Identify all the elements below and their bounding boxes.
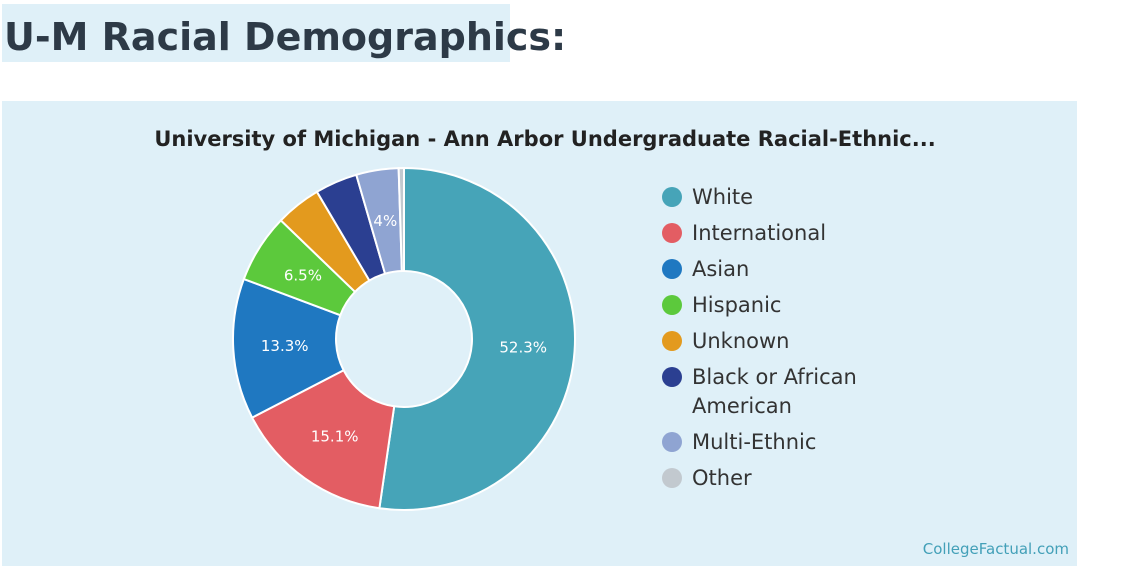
legend-label: White: [692, 185, 754, 209]
donut-chart: 52.3% 15.1% 13.3% 6.5% 4%: [232, 166, 576, 511]
legend-item-other[interactable]: Other: [660, 464, 920, 493]
legend-item-white[interactable]: White: [660, 183, 920, 212]
chart-panel: University of Michigan - Ann Arbor Under…: [2, 101, 1077, 566]
slice-international[interactable]: [250, 368, 396, 510]
slice-asian[interactable]: [232, 277, 345, 419]
legend-item-asian[interactable]: Asian: [660, 255, 920, 284]
legend-swatch: [662, 187, 682, 207]
source-credit[interactable]: CollegeFactual.com: [922, 540, 1069, 558]
slice-label-international: 15.1%: [311, 427, 359, 445]
legend-label: Asian: [692, 257, 750, 281]
legend-item-hispanic[interactable]: Hispanic: [660, 291, 920, 320]
slice-other[interactable]: [397, 166, 405, 273]
legend-label: Black or African American: [692, 365, 857, 418]
legend-swatch: [662, 259, 682, 279]
legend-swatch: [662, 468, 682, 488]
page-heading: U-M Racial Demographics:: [4, 15, 567, 59]
slice-label-white: 52.3%: [499, 339, 547, 357]
legend-swatch: [662, 295, 682, 315]
slice-white[interactable]: [378, 166, 576, 511]
legend-item-multi-ethnic[interactable]: Multi-Ethnic: [660, 428, 920, 457]
slice-label-asian: 13.3%: [261, 337, 309, 355]
legend-swatch: [662, 223, 682, 243]
legend-label: Unknown: [692, 329, 790, 353]
chart-legend: White International Asian Hispanic Unknown Bl…: [660, 183, 920, 500]
legend-swatch: [662, 432, 682, 452]
legend-item-black-or-african-american[interactable]: Black or African American: [660, 363, 920, 421]
chart-title: University of Michigan - Ann Arbor Under…: [154, 127, 936, 151]
legend-label: Hispanic: [692, 293, 782, 317]
legend-item-unknown[interactable]: Unknown: [660, 327, 920, 356]
legend-swatch: [662, 331, 682, 351]
slice-label-hispanic: 6.5%: [284, 266, 322, 284]
legend-label: International: [692, 221, 827, 245]
slice-label-multi-ethnic: 4%: [373, 212, 397, 230]
legend-label: Multi-Ethnic: [692, 430, 817, 454]
legend-label: Other: [692, 466, 752, 490]
heading-highlight: U-M Racial Demographics:: [2, 4, 566, 62]
legend-item-international[interactable]: International: [660, 219, 920, 248]
legend-swatch: [662, 367, 682, 387]
